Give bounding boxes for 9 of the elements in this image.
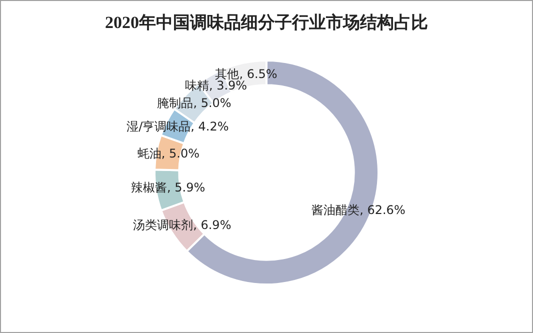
chart-title: 2020年中国调味品细分子行业市场结构占比 (104, 12, 429, 34)
slice-label: 湿/亨调味品, 4.2% (126, 119, 229, 134)
slice-label: 酱油醋类, 62.6% (312, 203, 406, 218)
slice-label: 汤类调味剂, 6.9% (133, 218, 232, 232)
slice-label: 味精, 3.9% (184, 78, 248, 93)
slice-label: 腌制品, 5.0% (157, 96, 232, 110)
slice-label: 其他, 6.5% (215, 67, 278, 82)
slice-label: 辣椒酱, 5.9% (131, 180, 206, 195)
slice-label: 蚝油, 5.0% (137, 146, 200, 161)
